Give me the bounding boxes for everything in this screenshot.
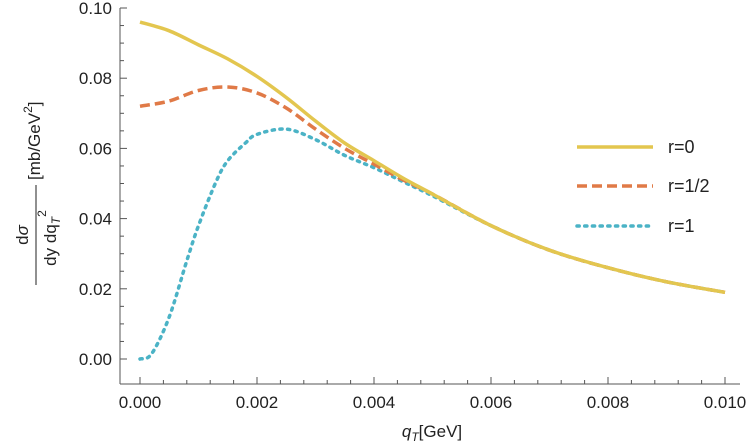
x-tick-label: 0.000 xyxy=(119,393,162,412)
series-line-2 xyxy=(139,85,726,295)
series-line-1 xyxy=(139,20,726,295)
y-tick-label: 0.08 xyxy=(79,69,112,88)
y-tick-label: 0.06 xyxy=(79,139,112,158)
x-tick-label: 0.008 xyxy=(587,393,630,412)
x-tick-label: 0.004 xyxy=(353,393,396,412)
legend-label-3: r=1 xyxy=(668,216,695,236)
x-tick-label: 0.010 xyxy=(704,393,747,412)
y-tick-label: 0.00 xyxy=(79,350,112,369)
y-tick-label: 0.02 xyxy=(79,280,112,299)
y-tick-label: 0.04 xyxy=(79,210,112,229)
y-axis-label: dσ dy dqT2 [mb/GeV2] xyxy=(13,101,63,285)
series-line-3 xyxy=(138,127,727,361)
chart-legend: r=0 r=1/2 r=1 xyxy=(575,137,710,236)
chart-axes: 0.000 0.002 0.004 0.006 0.008 0.010 0.00 0.02 0.… xyxy=(79,0,746,412)
x-axis-label: qT[GeV] xyxy=(402,422,462,443)
chart-series-layer xyxy=(138,20,727,361)
y-label-unit: [mb/GeV2] xyxy=(21,101,44,180)
y-label-denominator: dy dqT2 xyxy=(35,210,63,266)
y-tick-label: 0.10 xyxy=(79,0,112,18)
x-tick-label: 0.002 xyxy=(236,393,279,412)
y-label-numerator: dσ xyxy=(13,224,32,244)
legend-label-2: r=1/2 xyxy=(668,176,710,196)
legend-label-1: r=0 xyxy=(668,137,695,157)
x-tick-label: 0.006 xyxy=(470,393,513,412)
